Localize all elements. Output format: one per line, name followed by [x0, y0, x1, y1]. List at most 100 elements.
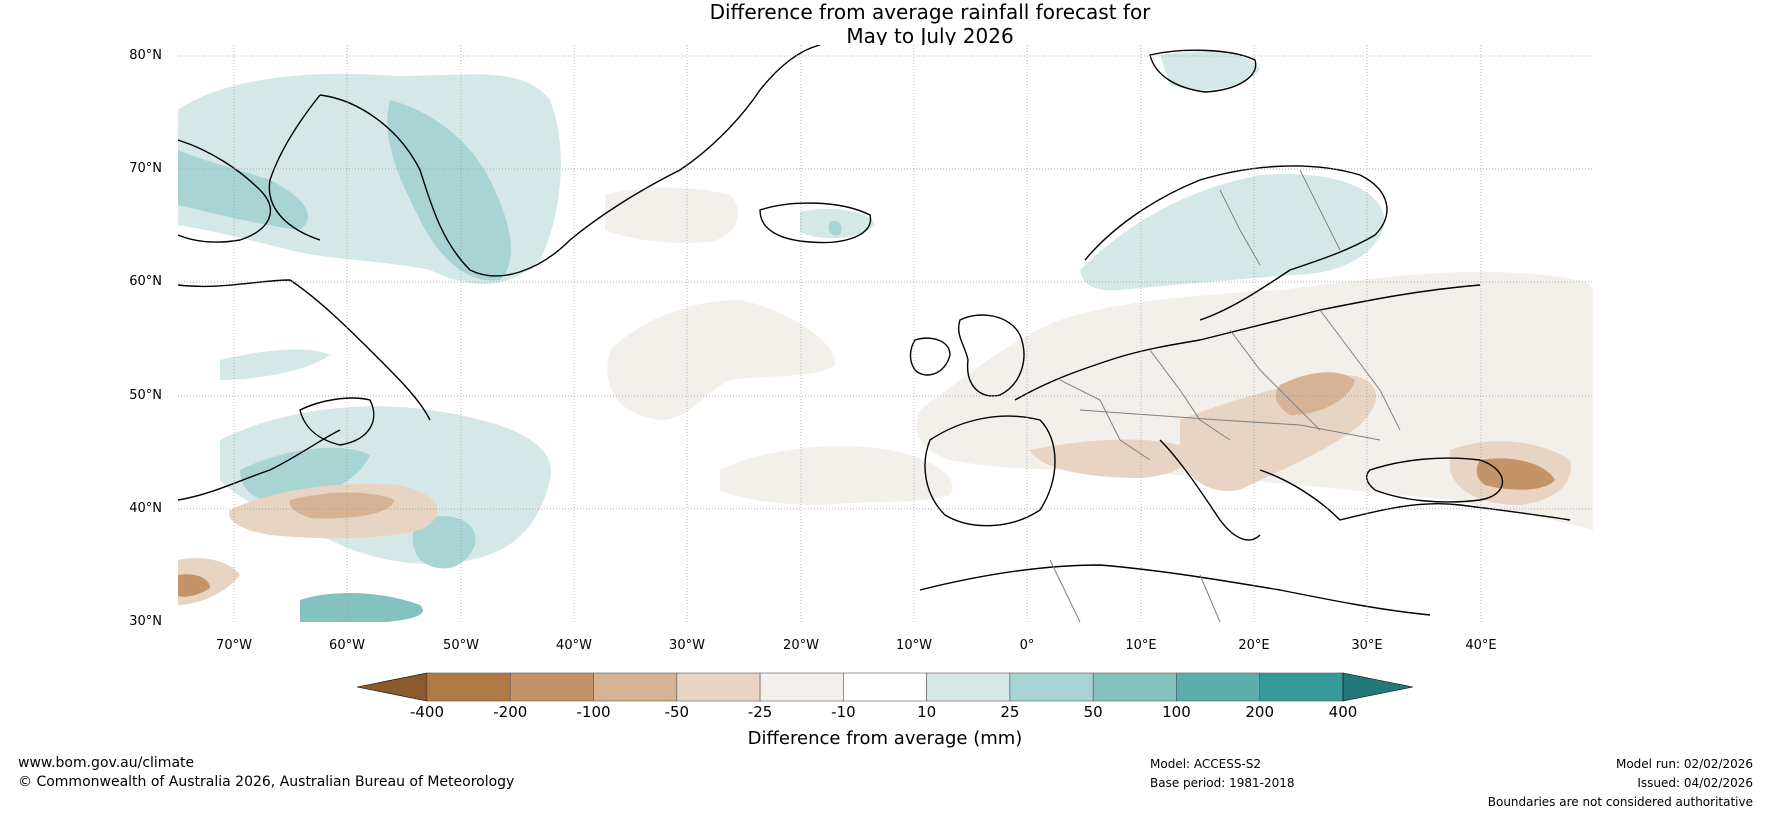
coast-italy [1159, 439, 1261, 541]
border-europe-4 [1319, 309, 1401, 431]
title-line-2: May to July 2026 [846, 24, 1014, 48]
disclaimer-text: Boundaries are not considered authoritat… [1487, 795, 1753, 809]
colorbar-segments [356, 672, 1414, 702]
lat-label-40n: 40°N [129, 501, 162, 516]
colorbar-segment [1176, 672, 1261, 702]
anomaly-labrador-strip [220, 349, 330, 380]
country-borders [1049, 169, 1401, 622]
lon-label-10e: 10°E [1125, 638, 1157, 653]
border-finland [1299, 169, 1341, 251]
anomaly-caucasus-core [1476, 458, 1555, 490]
colorbar-segment [593, 672, 678, 702]
coast-greenland-west [268, 94, 321, 241]
lat-label-70n: 70°N [129, 161, 162, 176]
anomaly-iceland-sea-dry [605, 187, 739, 243]
colorbar-tick-label: -25 [747, 703, 773, 721]
coast-iceland [759, 202, 872, 244]
coast-greenland [319, 45, 821, 277]
colorbar-tick-label: 50 [1083, 703, 1103, 721]
coast-north-america [178, 429, 341, 501]
colorbar-segment [759, 672, 844, 702]
anomaly-atlantic-dry [607, 300, 836, 420]
anomaly-southwest-core [178, 574, 210, 597]
model-run-text: Model run: 02/02/2026 [1615, 757, 1753, 771]
anomaly-south-core [300, 593, 423, 622]
website-text: www.bom.gov.au/climate [18, 755, 195, 771]
border-europe-5 [1079, 409, 1381, 441]
colorbar-tick-label: 100 [1162, 703, 1191, 721]
lon-label-0: 0° [1019, 638, 1035, 653]
model-text: Model: ACCESS-S2 [1150, 757, 1262, 771]
colorbar-segment [843, 672, 927, 702]
lat-label-80n: 80°N [129, 48, 162, 63]
colorbar-segment [926, 672, 1011, 702]
lat-label-50n: 50°N [129, 388, 162, 403]
colorbar-segment [676, 672, 761, 702]
map-plot-area [178, 45, 1593, 622]
colorbar-tick-label: 200 [1245, 703, 1275, 721]
coast-svalbard [1149, 49, 1257, 93]
border-europe-3 [1229, 329, 1321, 431]
colorbar-extend-high [1342, 672, 1414, 702]
anomaly-midatlantic [412, 516, 476, 569]
wetter-anomaly-regions [178, 51, 1385, 622]
coast-europe-mainland [1014, 284, 1481, 401]
coast-newfoundland [299, 397, 375, 446]
lon-label-20e: 20°E [1238, 638, 1270, 653]
colorbar-tick-label: -200 [493, 703, 528, 721]
border-europe-2 [1149, 349, 1231, 441]
lat-label-60n: 60°N [129, 274, 162, 289]
border-north-africa-2 [1199, 574, 1221, 622]
colorbar-tick-label: -100 [576, 703, 611, 721]
colorbar-tick-label: -10 [831, 703, 856, 721]
lat-gridlines [178, 55, 1593, 510]
colorbar-segment [1092, 672, 1177, 702]
anomaly-svalbard [1160, 51, 1260, 90]
coast-balkans-turkey [1259, 469, 1571, 521]
lon-label-10w: 10°W [896, 638, 932, 653]
lon-gridlines [233, 45, 1482, 622]
border-scandinavia [1219, 189, 1261, 266]
border-europe-1 [1059, 379, 1151, 461]
colorbar-tick-label: -400 [409, 703, 445, 721]
anomaly-europe-dry-mid [1030, 439, 1188, 478]
colorbar-tick-label: 400 [1328, 703, 1358, 721]
coast-labrador [178, 279, 431, 421]
coastlines [178, 45, 1571, 616]
lon-label-40w: 40°W [556, 638, 592, 653]
lon-label-20w: 20°W [783, 638, 819, 653]
lon-label-50w: 50°W [443, 638, 479, 653]
title-line-1: Difference from average rainfall forecas… [709, 0, 1151, 24]
colorbar-segment [1009, 672, 1094, 702]
anomaly-iceland-core [828, 220, 842, 236]
colorbar-extend-low [356, 672, 428, 702]
coast-ireland [909, 337, 951, 376]
colorbar-segment [1259, 672, 1344, 702]
map-title: Difference from average rainfall forecas… [0, 0, 1770, 48]
coast-iberia [924, 415, 1056, 527]
colorbar-label: Difference from average (mm) [747, 728, 1023, 749]
issued-text: Issued: 04/02/2026 [1637, 776, 1753, 790]
base-period-text: Base period: 1981-2018 [1150, 776, 1295, 790]
anomaly-azores-dry [720, 446, 953, 505]
lon-label-30w: 30°W [669, 638, 705, 653]
coast-scandinavia [1084, 165, 1388, 321]
anomaly-gulfstream-core [289, 492, 395, 519]
lon-label-30e: 30°E [1351, 638, 1383, 653]
lon-label-40e: 40°E [1465, 638, 1497, 653]
anomaly-scandinavia [1080, 174, 1385, 291]
anomaly-greenland-core [387, 100, 511, 281]
colorbar-tick-label: 10 [917, 703, 937, 721]
colorbar-segment [509, 672, 594, 702]
lon-label-60w: 60°W [329, 638, 365, 653]
lon-label-70w: 70°W [216, 638, 252, 653]
lat-label-30n: 30°N [129, 614, 162, 629]
drier-anomaly-regions [178, 187, 1593, 605]
border-north-africa [1049, 559, 1081, 622]
colorbar-tick-label: -50 [664, 703, 690, 721]
coast-baffin [178, 139, 271, 243]
anomaly-newfoundland-core [240, 447, 370, 505]
coast-british-isles [958, 314, 1025, 397]
anomaly-carpathian-dry [1275, 372, 1355, 415]
